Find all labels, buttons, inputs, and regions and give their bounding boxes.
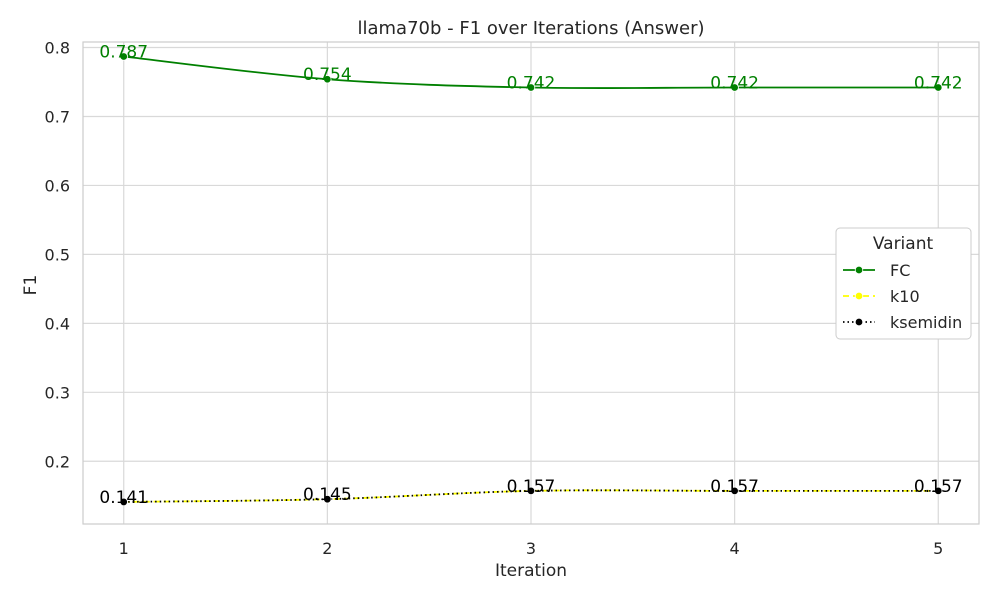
data-point-ksemidin bbox=[730, 486, 739, 496]
y-tick-label: 0.7 bbox=[45, 107, 70, 126]
y-tick-label: 0.4 bbox=[45, 314, 70, 333]
x-tick-label: 4 bbox=[730, 539, 740, 558]
x-axis-ticks: 1 2 3 4 5 bbox=[119, 539, 944, 558]
data-label-ksemidin: 0.157 bbox=[507, 477, 556, 497]
data-point-fc bbox=[526, 83, 536, 92]
data-label-fc: 0.787 bbox=[99, 42, 148, 62]
legend-title: Variant bbox=[873, 234, 934, 254]
x-tick-label: 5 bbox=[933, 539, 943, 558]
y-tick-label: 0.5 bbox=[45, 245, 70, 264]
series-layer bbox=[119, 52, 943, 507]
data-point-ksemidin bbox=[119, 497, 128, 507]
data-point-fc bbox=[323, 75, 332, 84]
legend-label-fc: FC bbox=[890, 261, 910, 280]
chart-title: llama70b - F1 over Iterations (Answer) bbox=[357, 18, 704, 39]
legend: Variant FC k10 ksemidin bbox=[835, 227, 972, 340]
data-point-fc bbox=[934, 83, 943, 92]
data-point-ksemidin bbox=[323, 494, 332, 504]
data-point-ksemidin bbox=[526, 486, 536, 496]
x-tick-label: 1 bbox=[119, 539, 129, 558]
legend-marker-fc bbox=[854, 265, 864, 275]
data-label-fc: 0.742 bbox=[507, 74, 556, 94]
legend-label-ksemidin: ksemidin bbox=[890, 313, 962, 332]
legend-marker-k10 bbox=[854, 291, 864, 301]
plot-frame bbox=[82, 41, 980, 525]
y-tick-label: 0.8 bbox=[45, 39, 70, 58]
legend-label-k10: k10 bbox=[890, 287, 920, 306]
y-tick-label: 0.3 bbox=[45, 383, 70, 402]
data-point-ksemidin bbox=[934, 486, 943, 496]
x-tick-label: 3 bbox=[526, 539, 536, 558]
series-fc bbox=[119, 52, 943, 92]
data-label-ksemidin: 0.141 bbox=[99, 488, 148, 508]
x-tick-label: 2 bbox=[322, 539, 332, 558]
data-point-fc bbox=[119, 52, 128, 61]
data-labels: 0.787 0.754 0.742 0.742 0.742 0.141 0.145 0.157… bbox=[99, 42, 962, 507]
legend-box bbox=[835, 227, 972, 340]
legend-marker-ksemidin bbox=[854, 317, 864, 327]
data-label-ksemidin: 0.157 bbox=[914, 477, 963, 497]
y-tick-label: 0.2 bbox=[45, 452, 70, 471]
series-line-k10 bbox=[123, 489, 939, 503]
series-ksemidin bbox=[119, 486, 943, 507]
data-label-ksemidin: 0.157 bbox=[710, 477, 759, 497]
x-axis-label: Iteration bbox=[495, 561, 567, 581]
y-tick-label: 0.6 bbox=[45, 176, 70, 195]
data-label-fc: 0.742 bbox=[710, 74, 759, 94]
data-point-fc bbox=[730, 83, 739, 92]
y-axis-ticks: 0.2 0.3 0.4 0.5 0.6 0.7 0.8 bbox=[45, 39, 70, 472]
y-axis-label: F1 bbox=[21, 275, 41, 296]
data-label-ksemidin: 0.145 bbox=[303, 485, 352, 505]
data-label-fc: 0.742 bbox=[914, 74, 963, 94]
data-label-fc: 0.754 bbox=[303, 65, 352, 85]
grid-lines bbox=[83, 42, 979, 524]
